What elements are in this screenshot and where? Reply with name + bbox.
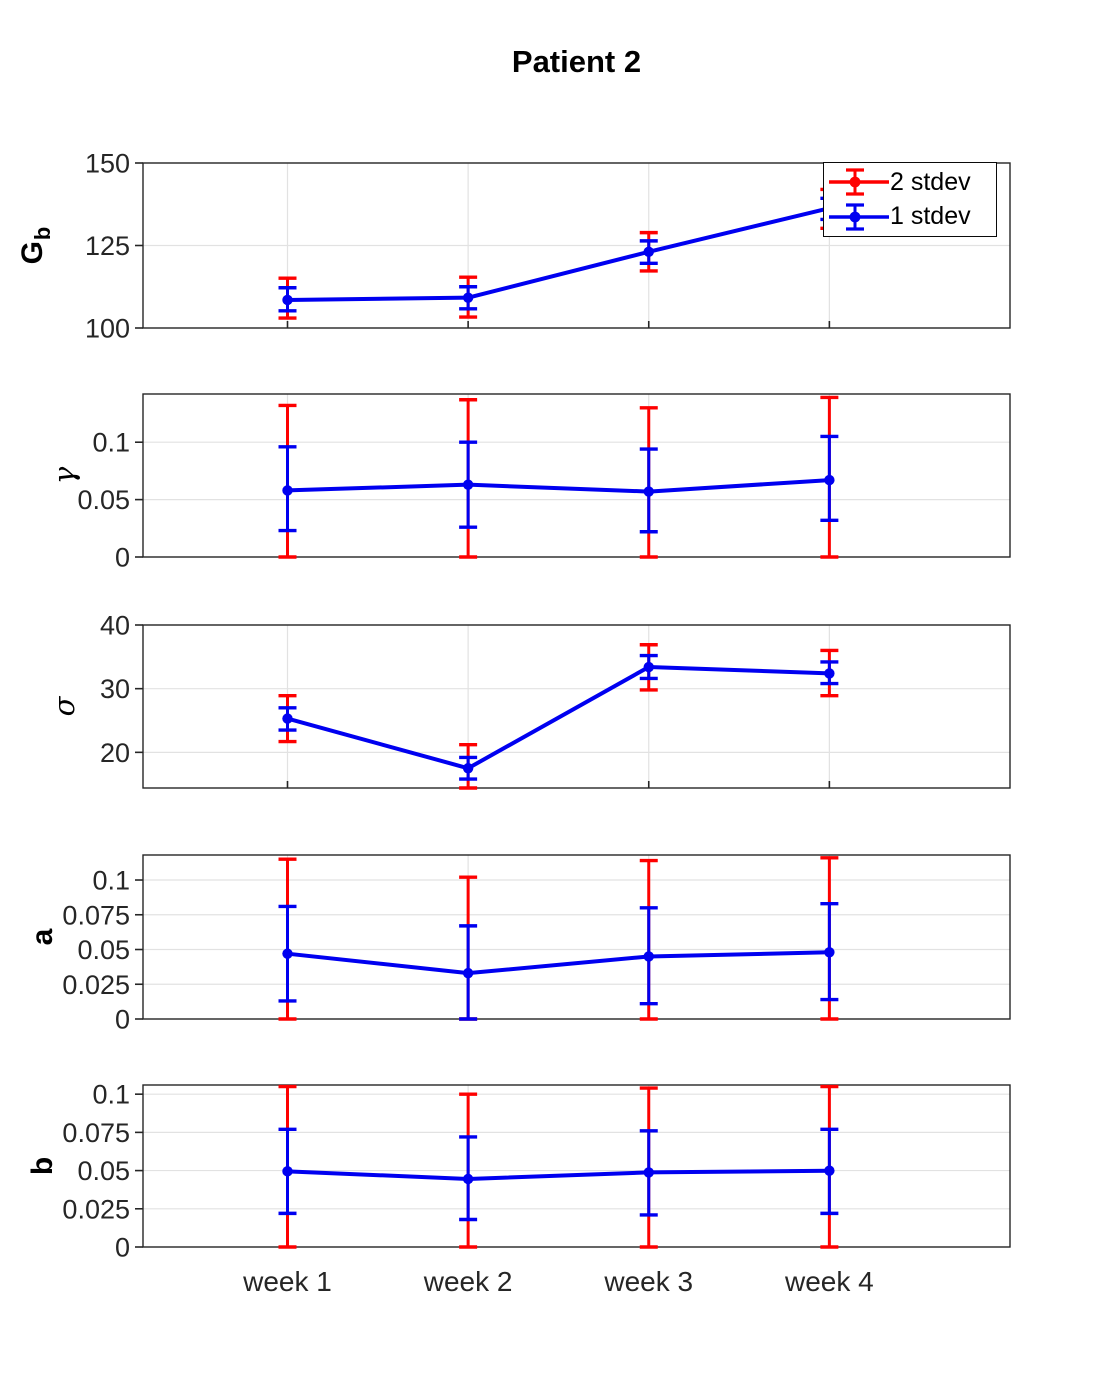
legend-glyph-part [849,211,861,223]
y-axis-label-b: b [26,1157,59,1175]
mean-line [287,1168,830,1181]
y-tick-label: 0.025 [62,1194,130,1224]
y-tick-label: 0 [115,1005,130,1035]
y-tick-label: 100 [85,314,130,344]
mean-line [286,665,830,771]
mean-line [287,206,830,302]
y-tick-label: 0 [115,1233,130,1263]
data-point-marker [643,661,654,673]
axes-box [142,1084,1011,1248]
y-tick-label: 40 [100,611,130,641]
y-tick-label: 125 [85,231,130,261]
y-axis-label-gamma: γ [47,466,81,484]
y-tick-label: 0.05 [77,485,130,515]
errorbar-symbol-icon [829,203,889,231]
mean-line [287,950,830,976]
y-axis-label-Gb: Gb [16,227,55,265]
y-tick-label: 0.05 [77,1156,130,1186]
x-tick-label: week 2 [423,1266,513,1297]
y-tick-label: 150 [85,149,130,179]
data-point-marker [282,948,293,959]
legend-item-2stdev: 2 stdev [828,165,994,199]
y-tick-label: 0.075 [62,1118,130,1148]
y-tick-label: 20 [100,738,130,768]
y-axis-label-a: a [26,928,59,945]
y-tick-label: 0.1 [92,866,130,896]
data-point-marker [282,1166,293,1177]
y-tick-label: 30 [100,674,130,704]
data-point-marker [462,763,474,774]
data-point-marker [282,294,293,306]
y-tick-label: 0.1 [92,428,130,458]
subplot-gamma: 0 0.05 0.1 γ [47,393,1011,573]
y-axis-label-sigma: σ [47,695,81,716]
data-point-marker [824,947,835,958]
x-tick-label: week 1 [242,1266,332,1297]
legend-glyph-part [849,176,861,188]
y-tick-label: 0.05 [77,935,130,965]
data-point-marker [643,246,654,257]
data-point-marker [824,474,835,486]
y-tick-label: 0.025 [62,970,130,1000]
axes-box [142,393,1011,558]
data-point-marker [462,479,474,490]
data-point-marker [643,486,654,497]
data-point-marker [462,967,474,979]
data-point-marker [643,1167,654,1178]
data-point-marker [282,485,293,496]
mean-line [287,478,830,494]
axes-box [142,624,1011,789]
y-tick-label: 0.1 [92,1080,130,1110]
data-point-marker [462,292,474,303]
subplot-b: 0 0.025 0.05 0.075 0.1 b [26,1080,1011,1263]
data-point-marker [462,1173,474,1185]
x-tick-label: week 4 [784,1266,874,1297]
data-point-marker [824,1165,835,1176]
legend-label-2stdev: 2 stdev [890,167,971,196]
data-point-marker [824,668,835,679]
figure-title: Patient 2 [511,44,642,79]
data-point-marker [643,951,654,962]
y-tick-label: 0 [115,543,130,573]
x-tick-label: week 3 [603,1266,693,1297]
legend-item-1stdev: 1 stdev [828,200,994,234]
y-tick-label: 0.075 [62,900,130,930]
errorbar-symbol-icon [829,168,889,196]
subplot-a: 0 0.025 0.05 0.075 0.1 a [26,854,1011,1035]
subplot-sigma: 20 30 40 σ [47,611,1011,790]
legend-box: 2 stdev 1 stdev [823,162,997,237]
legend-label-1stdev: 1 stdev [890,202,971,231]
data-point-marker [282,713,293,724]
axes-box [142,854,1011,1020]
